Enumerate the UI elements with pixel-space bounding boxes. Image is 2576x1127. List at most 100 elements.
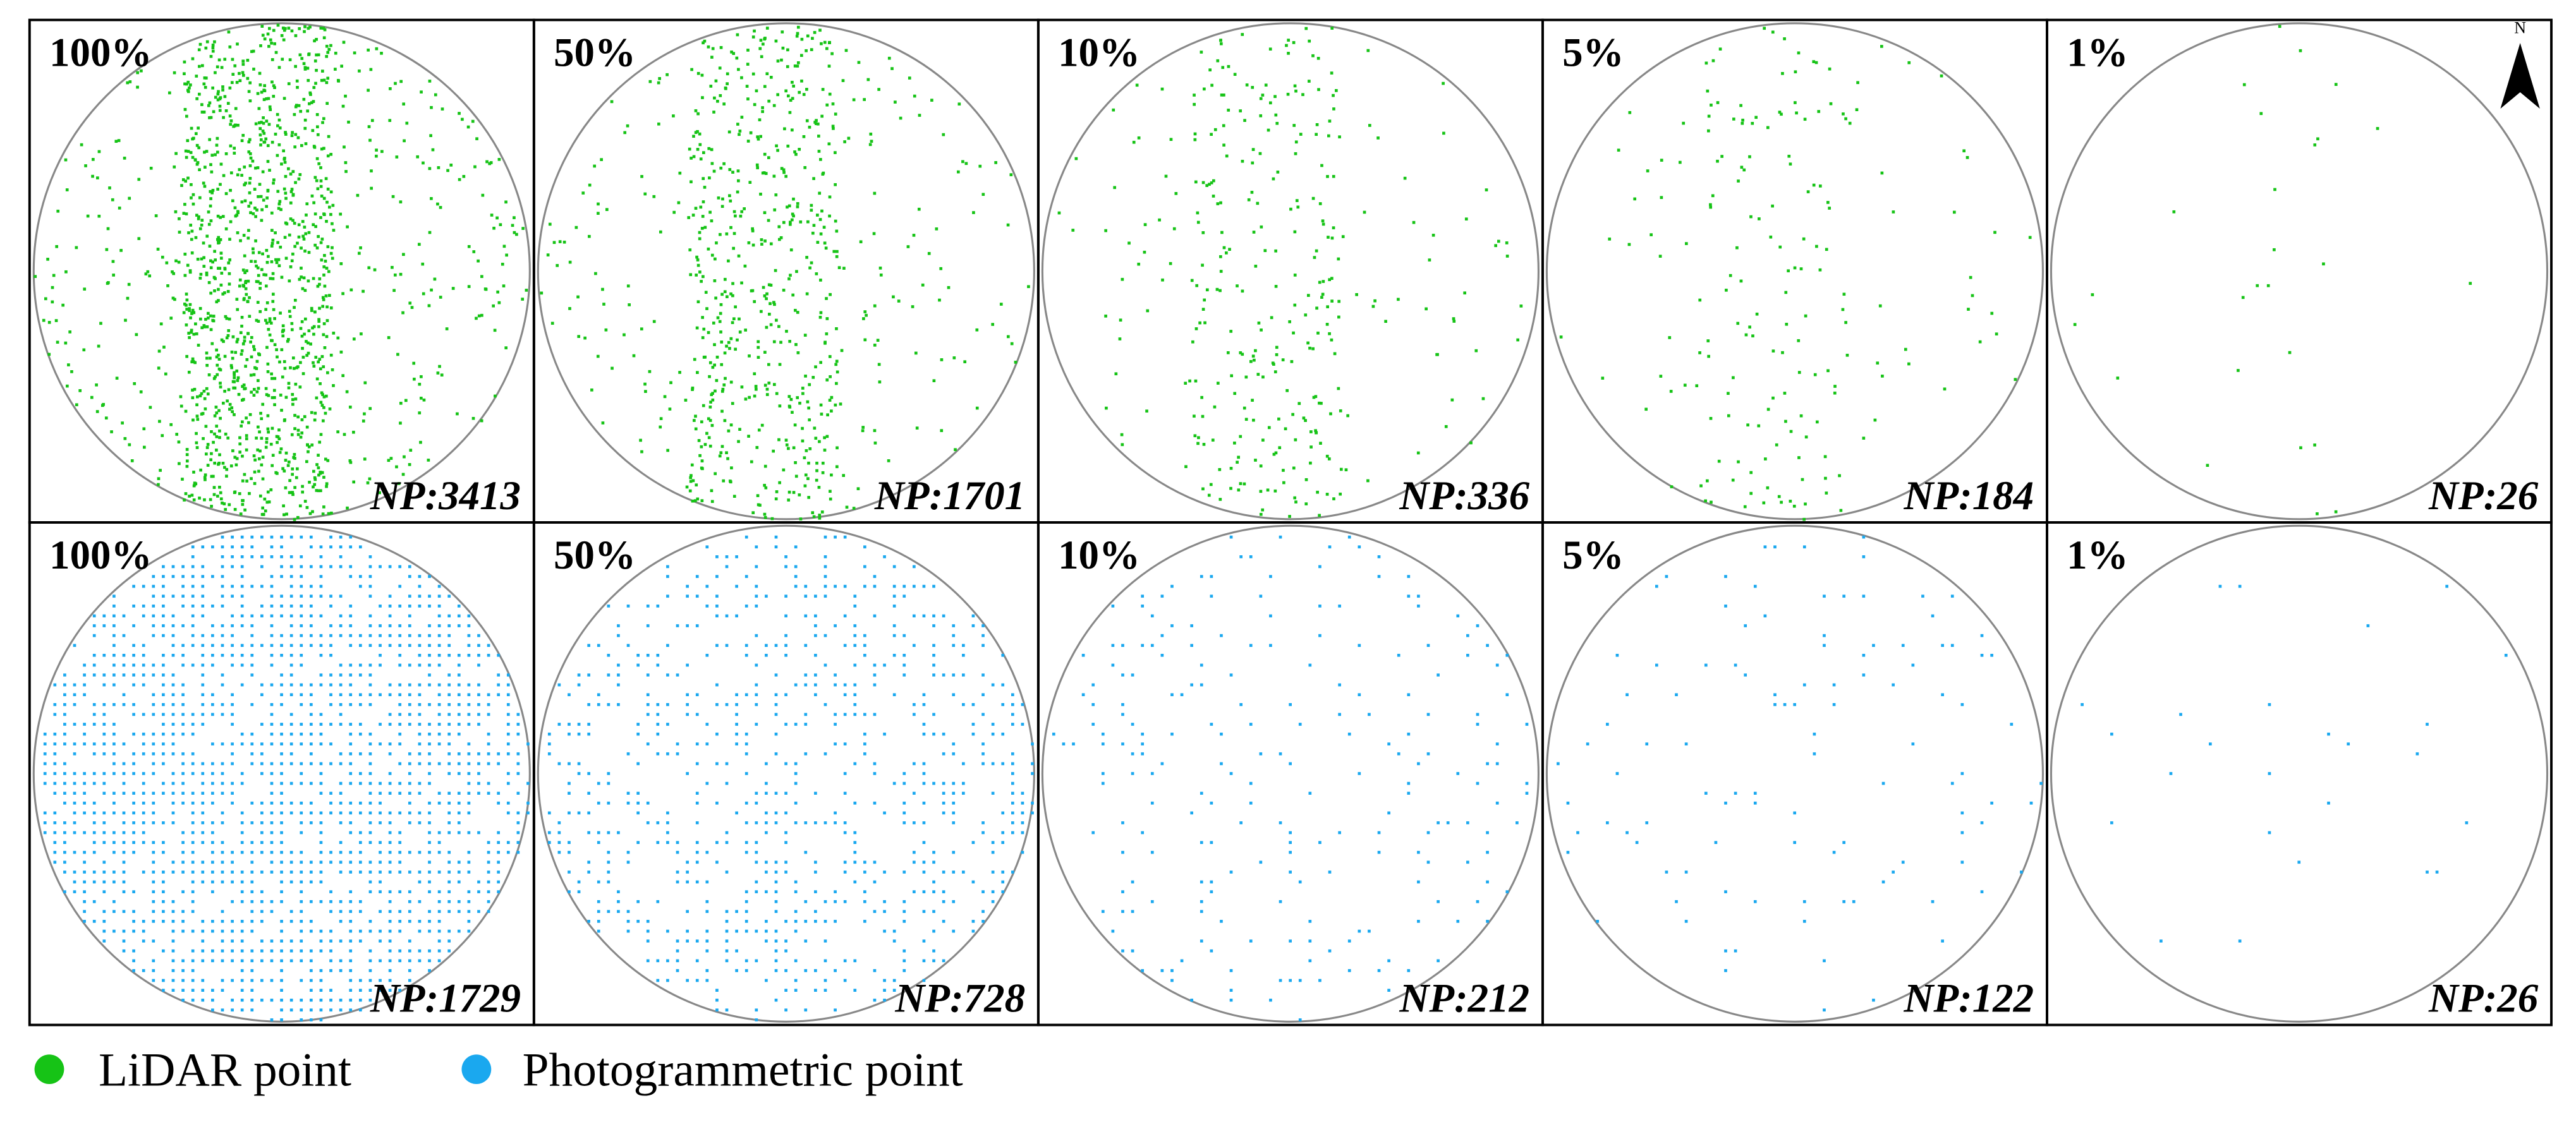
lidar-point bbox=[499, 223, 502, 226]
photogrammetric-point bbox=[221, 762, 224, 766]
lidar-point bbox=[795, 34, 799, 38]
lidar-point bbox=[1812, 60, 1816, 63]
lidar-point bbox=[1282, 469, 1285, 472]
lidar-point bbox=[793, 423, 797, 427]
lidar-point bbox=[866, 78, 870, 81]
photogrammetric-point bbox=[467, 831, 471, 835]
photogrammetric-point bbox=[221, 1008, 224, 1012]
lidar-point bbox=[1818, 184, 1822, 188]
photogrammetric-point bbox=[814, 624, 817, 627]
lidar-point bbox=[1823, 455, 1827, 459]
lidar-point bbox=[727, 429, 731, 433]
photogrammetric-point bbox=[843, 821, 847, 824]
lidar-point bbox=[217, 236, 221, 239]
photogrammetric-point bbox=[260, 939, 264, 943]
photogrammetric-point bbox=[319, 949, 323, 953]
photogrammetric-point bbox=[250, 880, 254, 884]
photogrammetric-point bbox=[804, 969, 808, 972]
lidar-point bbox=[1205, 288, 1209, 292]
photogrammetric-point bbox=[774, 871, 778, 874]
photogrammetric-point bbox=[191, 821, 195, 824]
photogrammetric-point bbox=[260, 871, 264, 874]
lidar-point bbox=[1731, 478, 1735, 482]
lidar-point bbox=[90, 395, 94, 399]
lidar-point bbox=[319, 179, 323, 183]
photogrammetric-point bbox=[477, 663, 480, 667]
lidar-point bbox=[2316, 137, 2319, 141]
photogrammetric-point bbox=[705, 880, 709, 884]
photogrammetric-point bbox=[695, 801, 699, 805]
photogrammetric-point bbox=[191, 871, 195, 874]
lidar-point bbox=[321, 393, 324, 397]
photogrammetric-point bbox=[191, 989, 195, 992]
lidar-point bbox=[317, 473, 320, 477]
lidar-point bbox=[758, 47, 762, 51]
photogrammetric-point bbox=[823, 535, 827, 539]
lidar-point bbox=[1074, 157, 1078, 160]
lidar-point bbox=[162, 346, 166, 349]
photogrammetric-point bbox=[368, 663, 372, 667]
photogrammetric-point bbox=[676, 969, 679, 972]
photogrammetric-point bbox=[1141, 742, 1145, 746]
photogrammetric-point bbox=[388, 772, 392, 775]
lidar-point bbox=[792, 197, 795, 201]
lidar-point bbox=[449, 163, 453, 167]
photogrammetric-point bbox=[1031, 811, 1034, 815]
lidar-point bbox=[402, 102, 406, 106]
photogrammetric-point bbox=[368, 762, 372, 766]
photogrammetric-point bbox=[991, 792, 995, 795]
photogrammetric-point bbox=[191, 811, 195, 815]
lidar-point bbox=[291, 193, 295, 197]
photogrammetric-point bbox=[181, 663, 185, 667]
lidar-point bbox=[283, 366, 287, 370]
lidar-point bbox=[293, 112, 296, 116]
photogrammetric-point bbox=[171, 959, 175, 963]
photogrammetric-point bbox=[83, 860, 86, 864]
photogrammetric-point bbox=[388, 723, 392, 726]
photogrammetric-point bbox=[398, 762, 402, 766]
lidar-point bbox=[211, 188, 215, 192]
lidar-point bbox=[258, 133, 262, 136]
lidar-point bbox=[492, 226, 495, 230]
photogrammetric-point bbox=[92, 614, 96, 618]
lidar-point bbox=[249, 211, 252, 215]
lidar-point bbox=[256, 301, 260, 304]
photogrammetric-point bbox=[191, 614, 195, 618]
lidar-point bbox=[230, 81, 234, 84]
lidar-point bbox=[315, 489, 319, 492]
lidar-point bbox=[179, 395, 183, 399]
photogrammetric-point bbox=[991, 723, 995, 726]
lidar-point bbox=[249, 340, 252, 344]
photogrammetric-point bbox=[1011, 693, 1014, 697]
photogrammetric-point bbox=[102, 880, 106, 884]
photogrammetric-point bbox=[981, 762, 985, 766]
lidar-point bbox=[1132, 140, 1136, 144]
photogrammetric-point bbox=[289, 910, 293, 913]
lidar-point bbox=[322, 147, 325, 150]
lidar-point bbox=[774, 268, 777, 272]
photogrammetric-point bbox=[626, 752, 630, 756]
lidar-point bbox=[1725, 288, 1728, 292]
photogrammetric-point bbox=[577, 683, 581, 687]
lidar-point bbox=[975, 406, 979, 410]
lidar-point bbox=[208, 116, 211, 119]
photogrammetric-point bbox=[142, 821, 145, 824]
photogrammetric-point bbox=[932, 673, 935, 677]
lidar-point bbox=[756, 356, 760, 359]
photogrammetric-point bbox=[676, 673, 679, 677]
lidar-point bbox=[887, 56, 891, 60]
photogrammetric-point bbox=[122, 850, 126, 854]
lidar-point bbox=[1145, 409, 1148, 413]
lidar-point bbox=[249, 373, 253, 377]
lidar-point bbox=[309, 342, 312, 346]
photogrammetric-point bbox=[379, 841, 382, 844]
lidar-point bbox=[1436, 353, 1439, 356]
photogrammetric-point bbox=[329, 989, 332, 992]
lidar-point bbox=[720, 409, 724, 413]
lidar-point bbox=[1319, 442, 1322, 445]
photogrammetric-point bbox=[329, 969, 332, 972]
photogrammetric-point bbox=[211, 871, 214, 874]
photogrammetric-point bbox=[162, 920, 165, 923]
lidar-point bbox=[313, 310, 317, 314]
lidar-point bbox=[270, 41, 273, 45]
